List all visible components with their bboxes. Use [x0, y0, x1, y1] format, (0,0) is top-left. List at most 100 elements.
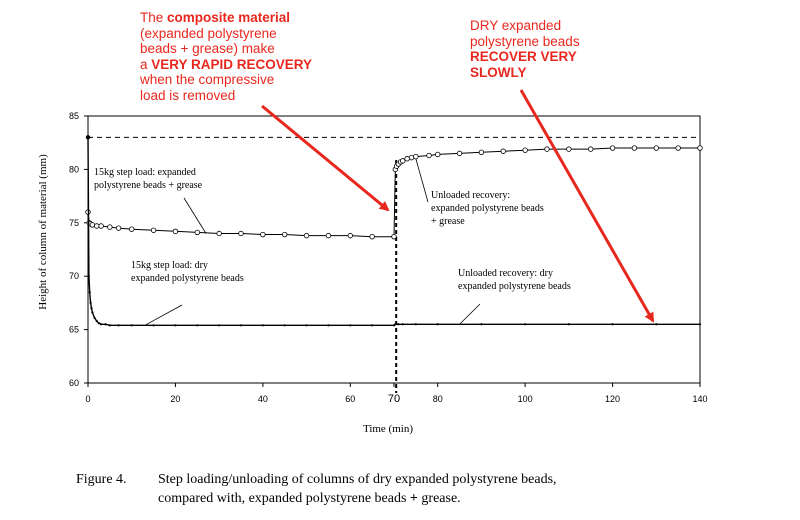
- data-point: [87, 275, 90, 278]
- annotation-group: 15kg step load: expanded polystyrene bead…: [94, 158, 571, 326]
- x-axis-label: Time (min): [363, 423, 413, 435]
- data-point: [588, 146, 594, 152]
- composite-annotation: The composite material (expanded polysty…: [140, 10, 313, 103]
- annotation-label: Unloaded recovery:: [431, 190, 510, 201]
- x-tick-label: 60: [345, 394, 355, 404]
- annotation-label: expanded polystyrene beads: [131, 273, 244, 284]
- data-point: [401, 323, 404, 326]
- data-point: [391, 233, 397, 240]
- data-point: [108, 324, 111, 327]
- data-point: [174, 324, 177, 327]
- arrow-composite: [261, 104, 390, 212]
- data-point: [130, 324, 133, 327]
- data-point: [89, 301, 92, 304]
- dry-annotation: DRY expanded polystyrene beads RECOVER V…: [470, 18, 580, 80]
- data-point: [97, 322, 101, 325]
- plot-area: [87, 115, 701, 393]
- data-point: [435, 151, 441, 158]
- data-point: [404, 156, 410, 162]
- annotation-label: expanded polystyrene beads: [458, 281, 571, 292]
- data-point: [88, 291, 91, 294]
- figure-number: Figure 4.: [76, 472, 127, 487]
- data-point: [566, 146, 572, 152]
- data-point: [347, 232, 353, 239]
- data-point: [104, 323, 107, 326]
- data-point: [91, 311, 94, 314]
- data-point: [698, 323, 702, 326]
- data-point: [93, 316, 96, 319]
- y-tick-label: 75: [69, 218, 79, 228]
- caption-line-2: compared with, expanded polystyrene bead…: [158, 491, 461, 506]
- data-point: [100, 323, 103, 326]
- annotation-label: + grease: [431, 216, 465, 227]
- x-tick-label: 0: [85, 394, 90, 404]
- data-point: [238, 230, 244, 237]
- data-point: [303, 232, 310, 239]
- y-axis-ticks: 60 65 70 75 80 85: [69, 111, 88, 388]
- annotation-label: expanded polystyrene beads: [431, 203, 544, 214]
- x-tick-label: 20: [170, 394, 180, 404]
- data-point: [196, 324, 199, 327]
- data-point: [218, 324, 221, 327]
- data-point: [480, 323, 483, 326]
- x-tick-label: 40: [258, 394, 268, 404]
- y-tick-label: 65: [69, 325, 79, 335]
- annotation-label: 15kg step load: dry: [131, 260, 208, 271]
- annotation-leader: [183, 197, 207, 234]
- data-point: [500, 148, 506, 154]
- series-group: [85, 135, 703, 327]
- figure-caption: Figure 4. Step loading/unloading of colum…: [76, 470, 557, 508]
- data-point: [436, 323, 439, 326]
- data-point: [349, 324, 352, 327]
- data-point: [98, 223, 104, 229]
- data-point: [283, 324, 286, 327]
- annotation-leader: [415, 158, 429, 203]
- data-point: [397, 323, 400, 326]
- annotation-label: 15kg step load: expanded: [94, 167, 196, 178]
- x-tick-label: 120: [605, 394, 620, 404]
- data-point: [194, 229, 200, 236]
- data-point: [408, 154, 415, 161]
- data-point: [631, 145, 638, 151]
- data-point: [325, 232, 332, 239]
- data-point: [117, 324, 120, 327]
- data-point: [609, 145, 616, 151]
- data-point: [115, 225, 122, 231]
- plot-frame: [87, 115, 701, 384]
- data-point: [305, 324, 308, 327]
- data-point: [414, 323, 417, 326]
- data-point: [95, 319, 98, 323]
- x-tick-label: 80: [433, 394, 443, 404]
- data-point: [216, 230, 222, 237]
- data-point: [653, 145, 659, 151]
- data-point: [85, 135, 91, 140]
- data-point: [89, 222, 96, 228]
- y-tick-label: 85: [69, 111, 79, 121]
- series-line-1: [87, 147, 700, 238]
- annotation-leader: [144, 304, 183, 326]
- data-point: [522, 147, 528, 153]
- data-point: [261, 324, 264, 327]
- data-point: [260, 231, 266, 238]
- data-point: [129, 226, 135, 232]
- x-axis-ticks: 0 20 40 60 70 80 100 120 140: [85, 383, 708, 405]
- data-point: [150, 227, 157, 233]
- data-point: [371, 324, 374, 327]
- caption-line-1: Step loading/unloading of columns of dry…: [158, 472, 557, 487]
- data-point: [282, 231, 288, 238]
- data-point: [426, 152, 432, 159]
- x-tick-label: 140: [692, 394, 707, 404]
- data-point: [697, 145, 703, 151]
- data-point: [327, 324, 330, 327]
- data-point: [413, 153, 419, 160]
- annotation-label: Unloaded recovery: dry: [458, 268, 553, 279]
- data-point: [152, 324, 155, 327]
- data-point: [94, 223, 100, 229]
- data-point: [567, 323, 570, 326]
- data-point: [400, 158, 406, 164]
- x-tick-label: 70: [388, 393, 400, 405]
- x-tick-label: 100: [518, 394, 533, 404]
- arrow-dry: [519, 89, 655, 323]
- data-point: [369, 233, 375, 240]
